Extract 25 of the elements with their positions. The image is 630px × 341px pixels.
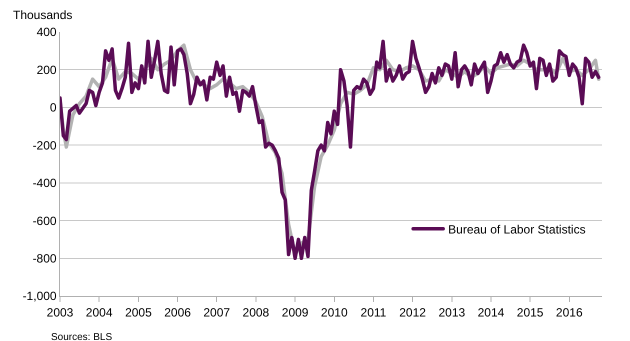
- x-tick-label: 2010: [320, 305, 348, 320]
- y-axis-title: Thousands: [13, 8, 72, 22]
- x-tick-label: 2015: [516, 305, 544, 320]
- x-tick-label: 2004: [86, 305, 113, 320]
- y-tick-label: -400: [32, 176, 57, 190]
- x-tick-label: 2013: [438, 305, 466, 320]
- x-tick-label: 2003: [46, 305, 74, 320]
- y-tick-label: 400: [36, 25, 57, 40]
- y-tick-label: 0: [50, 100, 57, 115]
- legend-label: Bureau of Labor Statistics: [448, 222, 586, 236]
- y-tick-label: -200: [32, 138, 57, 152]
- x-tick-label: 2016: [556, 305, 583, 320]
- x-tick-label: 2006: [164, 305, 192, 320]
- x-tick-label: 2012: [399, 305, 426, 320]
- y-tick-label: 200: [36, 62, 57, 77]
- x-tick-label: 2005: [125, 305, 152, 320]
- x-tick-label: 2014: [478, 305, 505, 320]
- x-tick-label: 2007: [203, 305, 230, 320]
- y-tick-label: -600: [32, 214, 57, 228]
- x-tick-label: 2008: [242, 305, 270, 320]
- y-tick-label: -1,000: [22, 289, 57, 304]
- y-tick-label: -800: [32, 251, 57, 266]
- x-tick-label: 2009: [282, 305, 309, 320]
- source-note: Sources: BLS: [51, 332, 112, 341]
- x-tick-label: 2011: [360, 305, 387, 320]
